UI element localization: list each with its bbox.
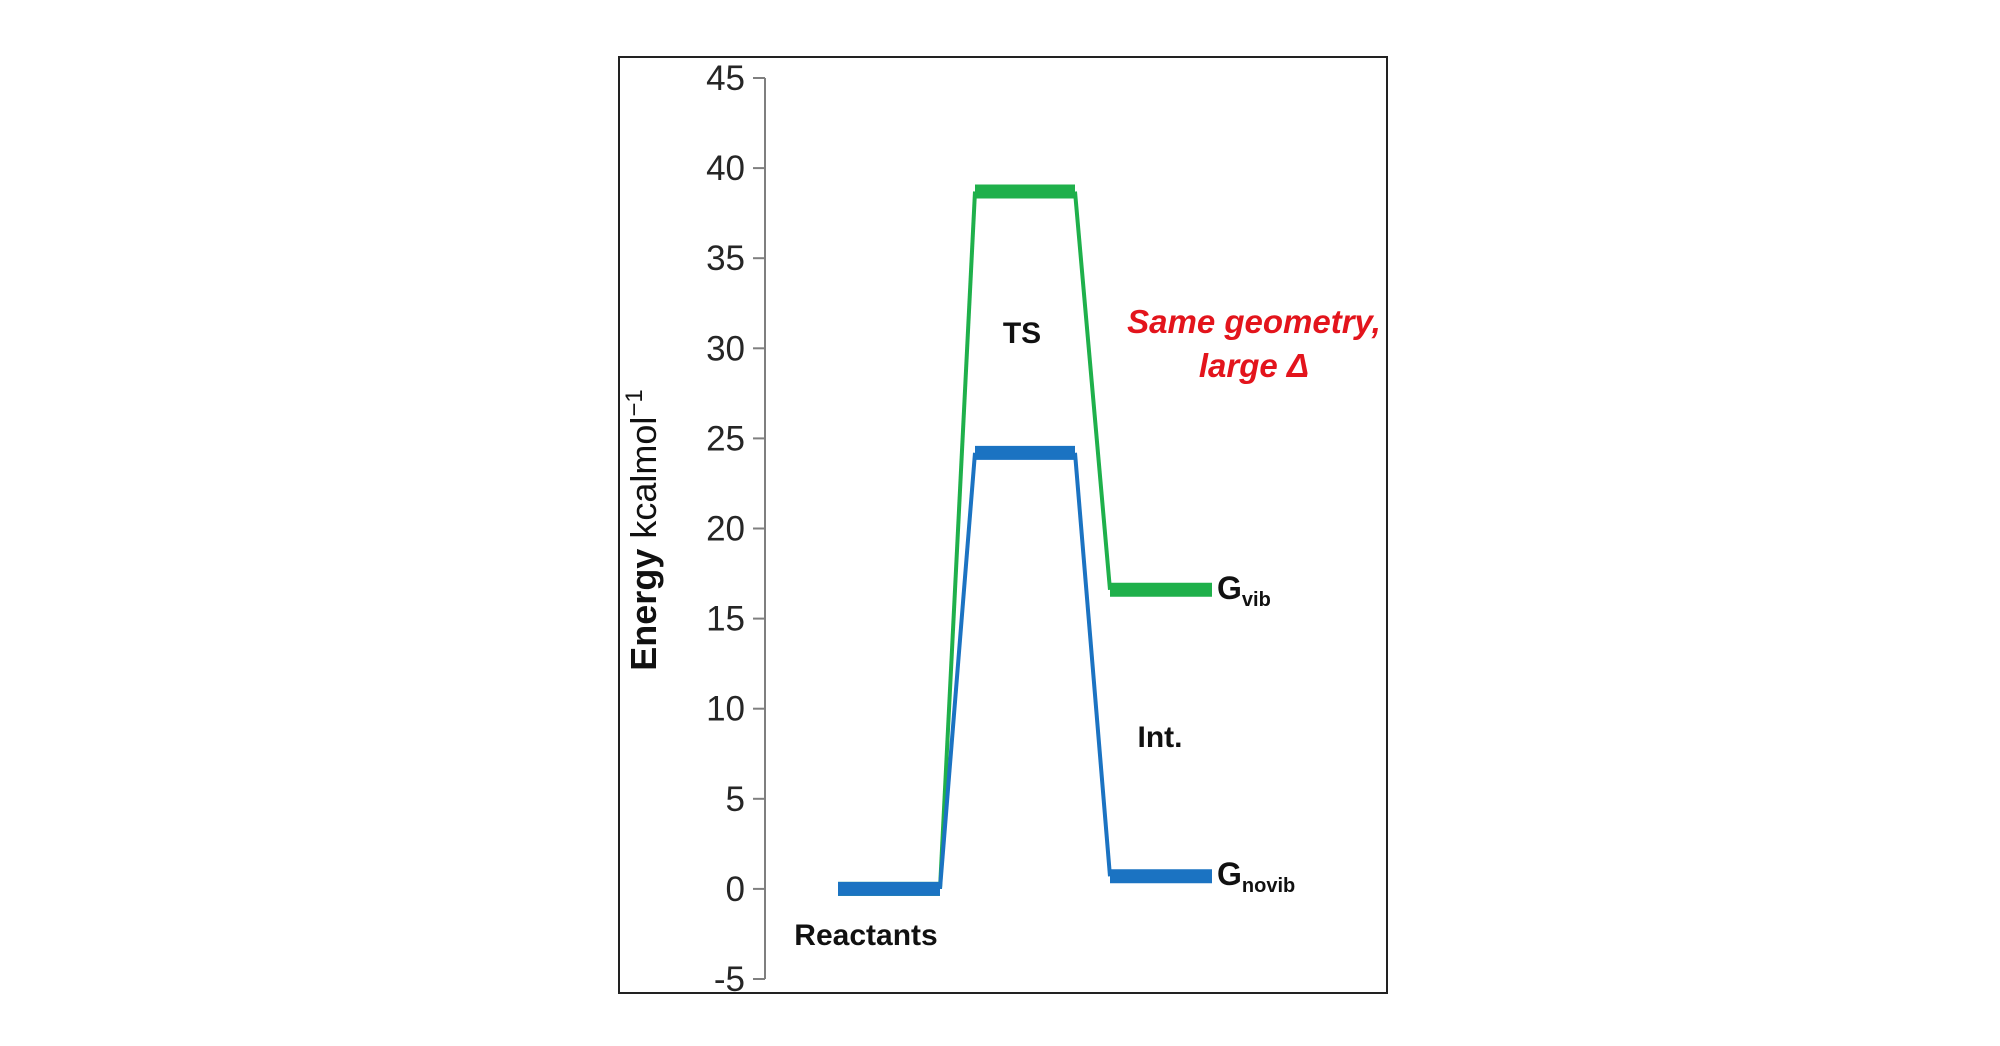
category-label-int: Int. — [1138, 721, 1183, 754]
legend-g-vib: Gvib — [1217, 570, 1271, 611]
legend-g-novib: Gnovib — [1217, 856, 1295, 897]
y-axis-label-sup: −1 — [621, 389, 648, 416]
y-axis-label-bold: Energy — [623, 549, 664, 671]
connector-line — [1073, 191, 1112, 590]
y-tick-label: 20 — [706, 510, 745, 549]
energy-levels — [838, 184, 1212, 896]
y-tick-label: 5 — [726, 780, 745, 819]
y-tick-label: 30 — [706, 329, 745, 368]
legend-g-vib-main: G — [1217, 570, 1242, 606]
category-label-reactants: Reactants — [794, 919, 937, 952]
y-tick-label: 35 — [706, 239, 745, 278]
annotation-line-2: large Δ — [1199, 347, 1309, 384]
y-tick-label: 40 — [706, 149, 745, 188]
connector-line — [1073, 452, 1112, 877]
legend-g-novib-main: G — [1217, 856, 1242, 892]
y-tick-label: 10 — [706, 690, 745, 729]
y-tick-label: 15 — [706, 600, 745, 639]
plot-frame — [618, 56, 1388, 994]
y-tick-label: 25 — [706, 419, 745, 458]
category-label-ts: TS — [1003, 317, 1041, 350]
legend-g-novib-sub: novib — [1242, 875, 1295, 897]
y-tick-label: -5 — [714, 960, 745, 999]
connector-line — [938, 191, 977, 890]
y-tick-label: 0 — [726, 870, 745, 909]
connector-line — [938, 452, 977, 890]
y-axis-label-unit: kcalmol — [623, 417, 664, 549]
y-tick-label: 45 — [706, 59, 745, 98]
annotation-line-1: Same geometry, — [1127, 303, 1381, 340]
y-ticks: 45 40 35 30 25 20 15 10 5 0 -5 — [706, 59, 765, 999]
legend-g-vib-sub: vib — [1242, 589, 1271, 611]
series-paths — [938, 191, 1112, 890]
y-axis-label: Energy kcalmol−1 — [621, 389, 664, 670]
